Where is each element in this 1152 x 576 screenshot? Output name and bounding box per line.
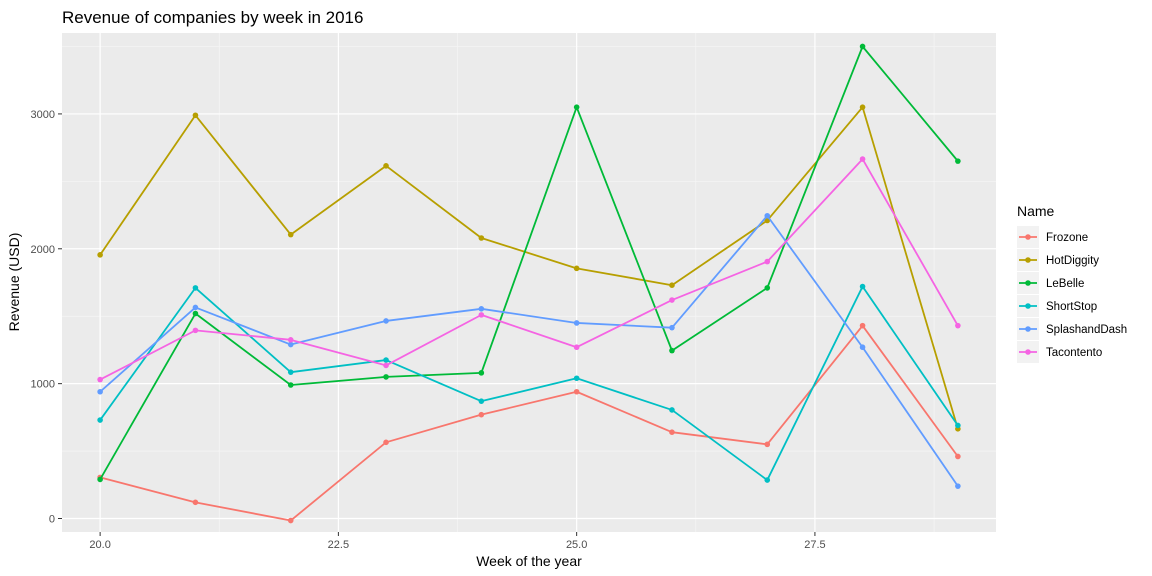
data-point-hotdiggity [573,265,580,272]
data-point-frozone [383,439,389,446]
data-point-lebelle [383,374,389,380]
data-point-frozone [955,453,961,460]
data-point-splashanddash [287,341,294,348]
data-point-lebelle [573,104,580,110]
data-point-lebelle [287,382,294,388]
data-point-frozone [764,441,771,448]
data-point-lebelle [764,285,771,291]
y-tick-label: 3000 [31,109,55,121]
data-point-frozone [573,388,580,395]
x-tick-label: 25.0 [566,539,587,551]
legend-label-splashanddash: SplashandDash [1046,324,1127,336]
x-tick-label: 22.5 [328,539,349,551]
x-tick-label: 20.0 [89,539,110,551]
data-point-shortstop [573,375,580,382]
x-tick-label: 27.5 [804,539,825,551]
data-point-tacontento [764,258,771,265]
series-layer [97,43,961,524]
y-axis-title: Revenue (USD) [6,233,22,332]
data-point-shortstop [192,285,199,291]
legend-label-lebelle: LeBelle [1046,278,1084,290]
data-point-shortstop [97,417,103,423]
data-point-frozone [478,411,485,418]
data-point-lebelle [192,310,199,317]
series-line-splashanddash [99,214,959,487]
data-point-splashanddash [859,344,866,351]
legend-point-hotdiggity [1025,257,1031,263]
data-point-shortstop [669,407,675,413]
legend-label-shortstop: ShortStop [1046,301,1097,313]
data-point-frozone [669,429,675,436]
data-point-frozone [287,517,294,524]
y-tick-label: 2000 [31,244,55,256]
y-tick-label: 1000 [31,379,55,391]
data-point-lebelle [669,347,675,354]
data-point-hotdiggity [478,235,485,241]
data-point-tacontento [669,297,675,303]
series-line-shortstop [99,285,959,481]
data-point-tacontento [573,344,580,351]
data-point-lebelle [478,370,485,376]
y-tick-label: 0 [49,514,55,526]
chart-title: Revenue of companies by week in 2016 [62,8,363,27]
data-point-tacontento [192,327,199,334]
legend-title: Name [1017,203,1055,219]
data-point-frozone [192,499,199,506]
data-point-tacontento [383,362,389,369]
data-point-splashanddash [383,318,389,324]
axis-ticks: 20.0 22.5 25.0 27.5 0 1000 2000 3000 [31,109,826,551]
series-line-lebelle [99,45,959,480]
data-point-shortstop [383,357,389,363]
data-point-lebelle [955,158,961,164]
data-point-splashanddash [192,304,199,311]
legend-label-hotdiggity: HotDiggity [1046,255,1099,267]
data-point-tacontento [287,337,294,343]
data-point-lebelle [97,476,103,483]
legend-label-tacontento: Tacontento [1046,347,1102,359]
legend-point-shortstop [1025,303,1031,309]
data-point-shortstop [287,369,294,375]
x-axis-title: Week of the year [476,553,582,569]
data-point-shortstop [478,398,485,404]
legend-label-frozone: Frozone [1046,232,1088,244]
data-point-splashanddash [573,320,580,326]
data-point-splashanddash [478,305,485,312]
major-gridlines [62,33,996,532]
data-point-shortstop [859,283,866,290]
data-point-hotdiggity [192,112,199,119]
data-point-shortstop [955,422,961,429]
data-point-splashanddash [764,212,771,219]
legend-point-frozone [1025,234,1031,240]
legend-point-tacontento [1025,349,1031,355]
data-point-frozone [859,322,866,329]
data-point-hotdiggity [97,252,103,258]
data-point-hotdiggity [383,163,389,169]
legend-point-splashanddash [1025,326,1031,332]
data-point-hotdiggity [669,282,675,288]
data-point-shortstop [764,477,771,483]
series-line-hotdiggity [99,106,959,430]
data-point-tacontento [955,322,961,329]
legend-point-lebelle [1025,280,1031,286]
data-point-hotdiggity [287,231,294,238]
legend: Name Frozone HotDiggity LeBelle ShortStop Sp… [1017,203,1127,363]
data-point-lebelle [859,43,866,50]
data-point-tacontento [478,312,485,318]
data-point-hotdiggity [859,104,866,110]
data-point-splashanddash [97,388,103,395]
data-point-tacontento [97,376,103,383]
series-line-tacontento [99,158,959,381]
data-point-splashanddash [955,483,961,489]
plot-panel [62,33,996,532]
data-point-tacontento [859,156,866,162]
data-point-splashanddash [669,324,675,331]
